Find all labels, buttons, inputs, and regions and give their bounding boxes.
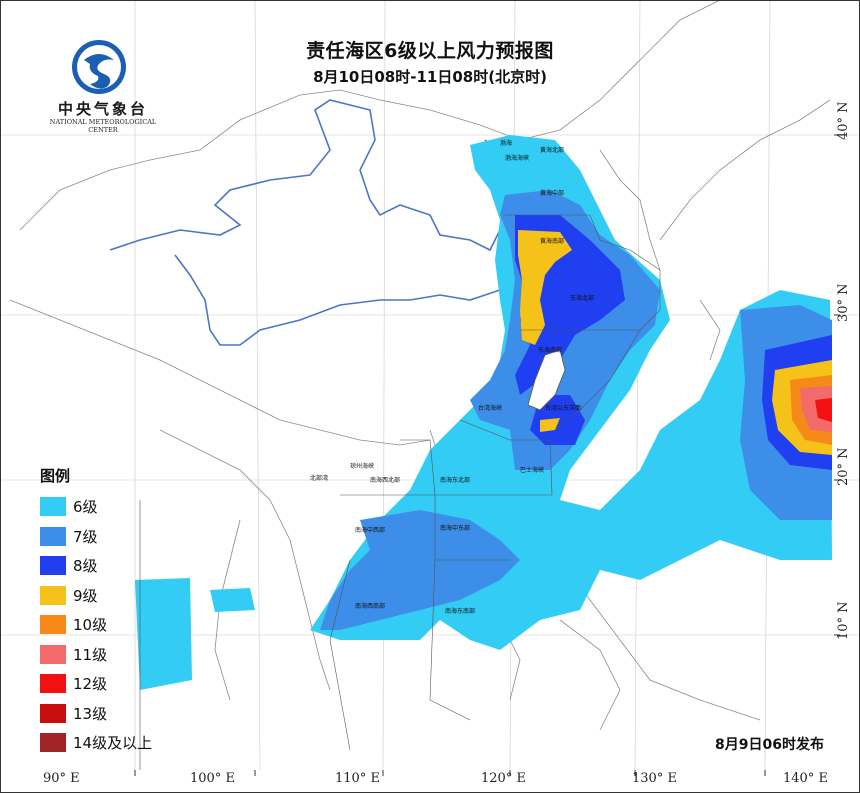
legend-item: 10级: [40, 610, 180, 640]
sea-area-label: 琼州海峡: [350, 462, 374, 470]
logo-name-en: NATIONAL METEOROLOGICAL CENTER: [49, 118, 157, 134]
legend-item: 12级: [40, 669, 180, 699]
sea-area-label: 北部湾: [310, 474, 328, 482]
legend-label: 14级及以上: [73, 734, 153, 753]
legend-label: 6级: [73, 498, 98, 517]
legend-item: 11级: [40, 640, 180, 670]
legend-title: 图例: [40, 467, 71, 485]
legend-item: 13级: [40, 699, 180, 729]
legend-swatch: [40, 497, 66, 517]
sea-area-label: 渤海海峡: [505, 154, 529, 162]
latitude-label: 20° N: [836, 447, 851, 486]
sea-area-label: 台湾以东洋面: [545, 404, 581, 412]
legend-label: 9级: [73, 586, 98, 605]
legend-swatch: [40, 526, 66, 546]
map-title: 责任海区6级以上风力预报图: [306, 40, 554, 62]
sea-area-labels: 渤海 渤海海峡 黄海北部 黄海中部 黄海南部 东海北部 东海南部 台湾海峡 台湾…: [310, 139, 594, 615]
nmc-logo-icon: [72, 40, 126, 94]
sea-area-label: 黄海南部: [540, 237, 564, 245]
legend-label: 12级: [73, 675, 108, 694]
sea-area-label: 黄海北部: [540, 146, 564, 154]
legend-swatch: [40, 703, 66, 723]
map-subtitle: 8月10日08时-11日08时(北京时): [313, 68, 547, 86]
longitude-label: 120° E: [481, 771, 526, 786]
latitude-label: 10° N: [836, 601, 851, 640]
sea-area-label: 南海东南部: [445, 607, 475, 615]
legend-swatch: [40, 733, 66, 753]
sea-area-boundaries: [139, 214, 661, 770]
legend-label: 8级: [73, 557, 98, 576]
longitude-label: 100° E: [190, 771, 235, 786]
longitude-label: 140° E: [783, 771, 828, 786]
legend-label: 11级: [73, 645, 108, 664]
axis-ticks: [134, 134, 840, 776]
legend-item: 8级: [40, 551, 180, 581]
sea-area-label: 南海东北部: [440, 476, 470, 484]
longitude-label: 130° E: [632, 771, 677, 786]
legend-swatch: [40, 556, 66, 576]
sea-area-label: 渤海: [500, 139, 512, 147]
latitude-label: 40° N: [836, 101, 851, 140]
legend-item: 9级: [40, 581, 180, 611]
legend-item: 6级: [40, 492, 180, 522]
legend-item: 14级及以上: [40, 728, 180, 758]
sea-area-label: 东海南部: [538, 346, 562, 354]
sea-area-label: 南海中东部: [440, 524, 470, 532]
legend-swatch: [40, 585, 66, 605]
wind-field-11: [800, 386, 832, 432]
sea-area-label: 东海北部: [570, 294, 594, 302]
issue-time: 8月9日06时发布: [715, 737, 824, 753]
legend-swatch: [40, 644, 66, 664]
sea-area-label: 南海中西部: [355, 526, 385, 534]
legend-label: 13级: [73, 704, 108, 723]
legend-label: 10级: [73, 616, 108, 635]
longitude-label: 90° E: [43, 771, 80, 786]
legend-label: 7级: [73, 527, 98, 546]
legend: 图例 6级 7级 8级 9级 10级 11级 12级 13级 14级及以上: [40, 465, 180, 758]
sea-area-label: 南海西南部: [355, 602, 385, 610]
logo-name-cn: 中央气象台: [57, 100, 148, 118]
title-block: 责任海区6级以上风力预报图 8月10日08时-11日08时(北京时): [0, 36, 860, 87]
latitude-label: 30° N: [836, 283, 851, 322]
wind-field-12: [815, 398, 832, 422]
sea-area-label: 巴士海峡: [520, 466, 544, 474]
sea-area-label: 黄海中部: [540, 189, 564, 197]
sea-area-label: 台湾海峡: [478, 404, 502, 412]
legend-swatch: [40, 674, 66, 694]
nmc-logo: 中央气象台 NATIONAL METEOROLOGICAL CENTER: [38, 38, 168, 138]
rivers: [109, 99, 521, 346]
longitude-label: 110° E: [335, 771, 380, 786]
legend-swatch: [40, 615, 66, 635]
taiwan-island: [527, 349, 566, 411]
sea-area-label: 南海西北部: [370, 476, 400, 484]
legend-items: 6级 7级 8级 9级 10级 11级 12级 13级 14级及以上: [40, 492, 180, 758]
legend-item: 7级: [40, 522, 180, 552]
